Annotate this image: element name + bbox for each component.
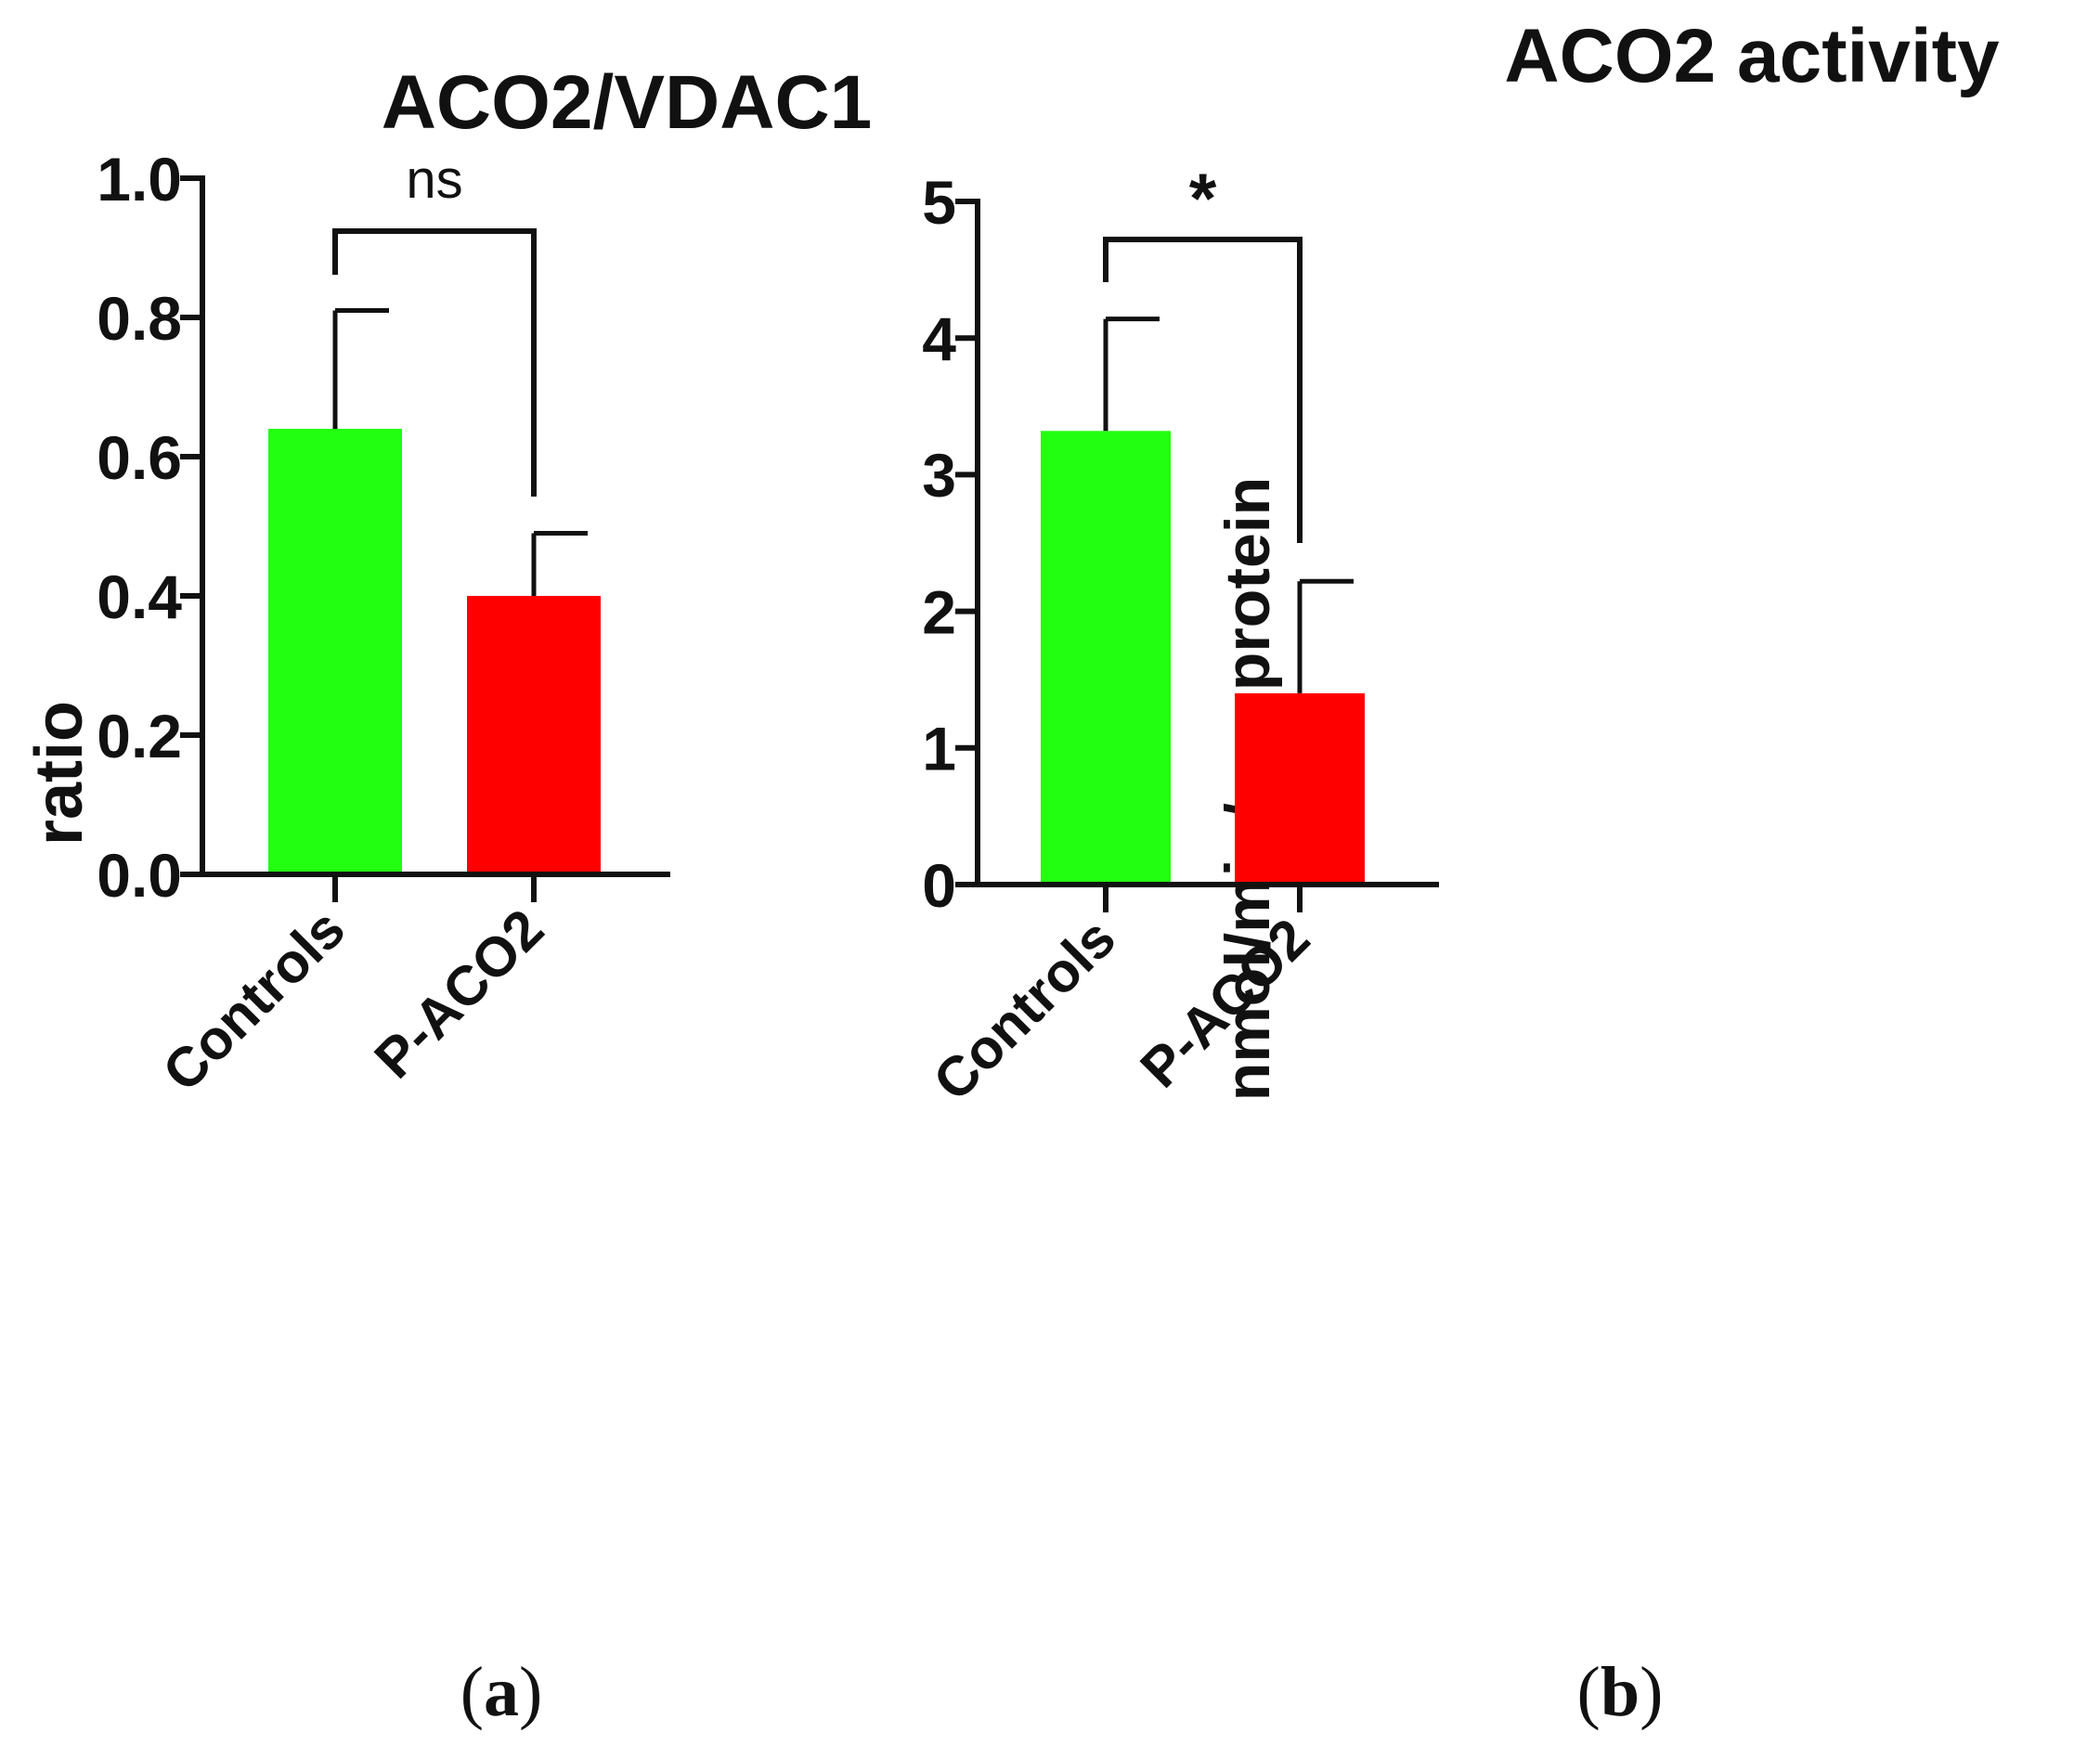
panel-b-bar-1 [1041,431,1171,885]
panel-a-significance-label: ns [406,149,462,210]
panel-a-y-tick-label: 0.6 [97,423,182,492]
panel-b-significance-bracket [1103,237,1303,543]
panel-b-bar-2 [1235,692,1365,885]
panel-a-significance-bracket [332,228,537,497]
panel-a-y-tick-label: 0.0 [97,841,182,910]
panel-b-y-tick-label: 2 [922,577,956,646]
panel-b-letter: b [1601,1653,1640,1731]
panel-a-label: (a) [460,1653,543,1731]
panel-a-chart: ACO2/VDAC1 ratio 0.0 0.2 0.4 0.6 0.8 1.0 Contr… [22,60,872,1731]
panel-b-y-tick-label: 3 [922,441,956,510]
panel-b-y-tick-label: 4 [922,304,956,373]
panel-a-bar-2 [467,596,601,874]
panel-b-chart: ACO2 activity nmol/min/mg protein 012345… [921,14,2000,1731]
panel-a-y-axis-label: ratio [22,701,97,846]
panel-b-y-tick-label: 0 [922,851,956,920]
panel-a-y-tick-label: 0.4 [97,562,182,631]
panel-a-bar-1 [268,429,402,874]
panel-b-title: ACO2 activity [1504,14,2000,98]
panel-a-x-tick-label: Controls [150,898,356,1104]
panel-b-significance-label: * [1189,160,1217,239]
panel-a-letter: a [484,1653,519,1731]
panel-a-y-tick-label: 0.8 [97,284,182,353]
panel-a-y-tick-label: 1.0 [97,145,182,213]
panel-a-y-tick-label: 0.2 [97,702,182,770]
panel-a-x-tick-label: P-ACO2 [363,898,556,1091]
panel-b-y-tick-label: 1 [922,715,956,783]
panel-a-plot-area: 0.0 0.2 0.4 0.6 0.8 1.0 Controls P-ACO2 ns [97,145,670,1104]
panel-a-title: ACO2/VDAC1 [382,60,873,145]
panel-b-label: (b) [1577,1653,1664,1731]
panel-b-x-tick-label: Controls [921,907,1127,1113]
panel-b-y-tick-label: 5 [922,168,956,237]
